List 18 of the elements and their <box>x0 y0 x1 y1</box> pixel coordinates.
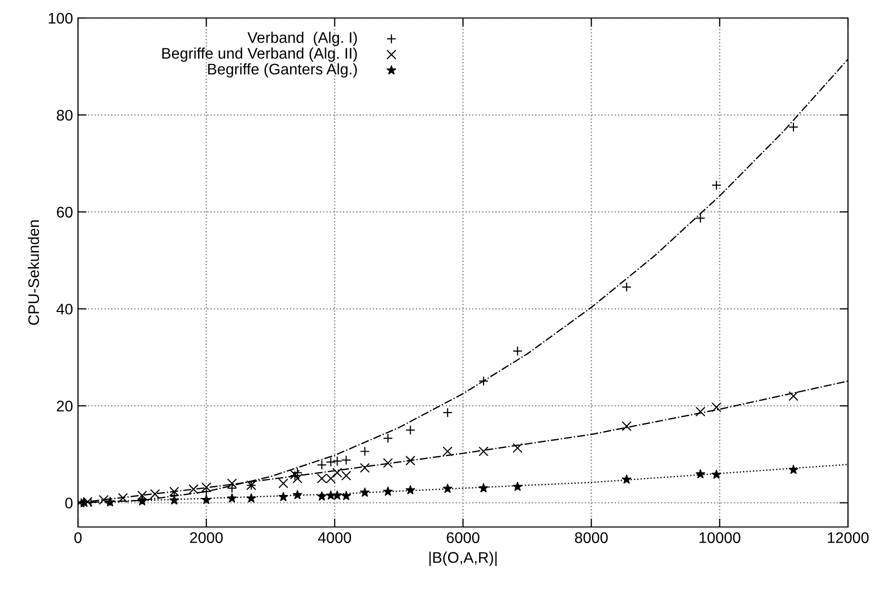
x-tick-label: 6000 <box>446 532 480 544</box>
y-axis-title: CPU-Sekunden <box>28 220 40 325</box>
x-tick-label: 12000 <box>828 532 869 544</box>
x-tick-label: 2000 <box>190 532 223 544</box>
legend-label: Verband (Alg. I) <box>247 32 357 46</box>
legend-label: Begriffe und Verband (Alg. II) <box>162 48 357 62</box>
y-tick-label: 40 <box>56 304 73 315</box>
x-tick-label: 10000 <box>700 532 740 544</box>
y-tick-label: 100 <box>48 12 73 24</box>
x-tick-label: 4000 <box>318 532 352 544</box>
y-tick-label: 80 <box>56 110 73 121</box>
y-tick-label: 60 <box>56 206 73 218</box>
legend-label: Begriffe (Ganters Alg.) <box>208 63 357 78</box>
x-tick-label: 0 <box>74 532 82 544</box>
x-axis-title: |B(O,A,R)| <box>429 552 497 566</box>
y-tick-label: 0 <box>65 498 73 508</box>
x-tick-label: 8000 <box>575 532 608 544</box>
y-tick-label: 20 <box>56 400 73 412</box>
